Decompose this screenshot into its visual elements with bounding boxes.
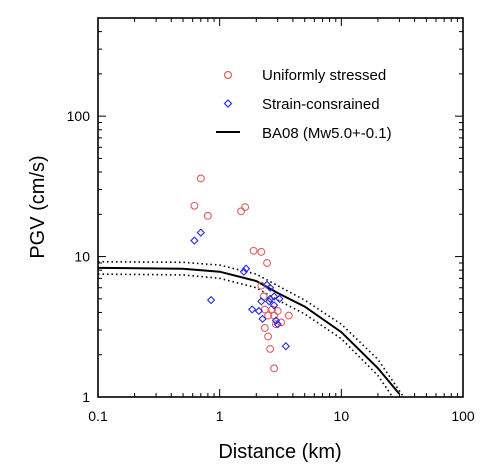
plot-frame xyxy=(97,17,464,398)
legend-label-uniform: Uniformly stressed xyxy=(262,67,386,84)
strain-point xyxy=(281,342,291,351)
uniform-point xyxy=(237,207,246,216)
legend-diamond-marker xyxy=(223,99,233,108)
y-tick-label: 10 xyxy=(74,249,90,265)
strain-point xyxy=(271,316,281,325)
strain-point xyxy=(196,228,205,237)
strain-point xyxy=(264,297,274,306)
uniform-point xyxy=(263,259,271,267)
strain-point xyxy=(247,305,257,314)
strain-point xyxy=(254,306,264,316)
strain-point xyxy=(239,267,249,276)
x-axis-title: Distance (km) xyxy=(218,441,341,463)
legend: Uniformly stressed Strain-consrained BA0… xyxy=(216,67,392,142)
uniform-point xyxy=(257,247,266,256)
ba08-median-curve xyxy=(98,266,401,395)
y-tick-label: 1 xyxy=(82,389,90,405)
tick-labels: 0.1 1 10 100 1 10 100 xyxy=(67,108,475,424)
strain-point xyxy=(241,264,251,273)
uniform-point xyxy=(203,211,212,220)
strain-point xyxy=(265,283,275,292)
uniform-point xyxy=(266,344,275,353)
y-axis-title: PGV (cm/s) xyxy=(27,155,49,258)
uniform-point xyxy=(241,203,250,212)
strain-point xyxy=(275,294,284,304)
uniform-point xyxy=(264,332,273,341)
uniform-point xyxy=(284,311,293,320)
legend-circle-marker xyxy=(223,70,233,80)
strain-point xyxy=(206,295,216,305)
uniform-point xyxy=(264,311,273,320)
x-tick-label: 1 xyxy=(216,408,224,424)
uniform-point xyxy=(273,307,282,315)
strain-point xyxy=(258,314,267,324)
strain-point xyxy=(269,292,279,301)
ba08-curves xyxy=(98,260,404,397)
data-points xyxy=(190,174,293,373)
legend-label-strain: Strain-consrained xyxy=(262,96,380,113)
uniform-point xyxy=(260,324,269,332)
x-tick-label: 0.1 xyxy=(88,408,108,424)
legend-label-ba08: BA08 (Mw5.0+-0.1) xyxy=(262,125,392,142)
x-tick-label: 100 xyxy=(451,408,475,424)
strain-point xyxy=(273,320,282,329)
uniform-point xyxy=(190,201,199,210)
strain-point xyxy=(190,236,199,245)
y-tick-label: 100 xyxy=(67,108,91,124)
uniform-point xyxy=(249,246,258,255)
strain-point xyxy=(257,297,266,306)
uniform-point xyxy=(270,364,279,373)
x-tick-label: 10 xyxy=(334,408,350,424)
strain-point xyxy=(269,301,279,310)
ba08-bound-curve xyxy=(98,273,393,397)
uniform-point xyxy=(271,320,280,329)
uniform-point xyxy=(196,174,205,183)
axis-ticks xyxy=(97,17,463,398)
